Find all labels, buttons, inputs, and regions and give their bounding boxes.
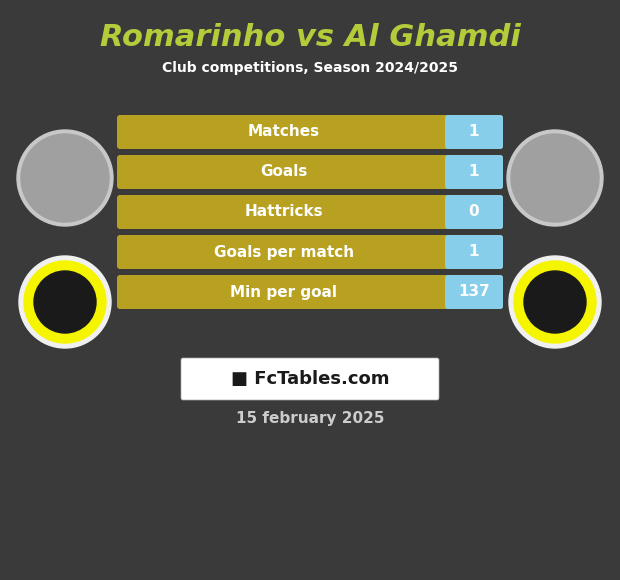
Circle shape — [507, 130, 603, 226]
FancyBboxPatch shape — [445, 195, 503, 229]
Text: Goals per match: Goals per match — [214, 245, 354, 259]
Text: 1: 1 — [469, 165, 479, 179]
Text: Romarinho vs Al Ghamdi: Romarinho vs Al Ghamdi — [100, 24, 520, 53]
Text: Club competitions, Season 2024/2025: Club competitions, Season 2024/2025 — [162, 61, 458, 75]
Text: Matches: Matches — [248, 125, 320, 140]
Circle shape — [21, 134, 109, 222]
Text: 1: 1 — [469, 245, 479, 259]
Circle shape — [17, 130, 113, 226]
Text: 15 february 2025: 15 february 2025 — [236, 411, 384, 426]
Circle shape — [511, 134, 599, 222]
FancyBboxPatch shape — [445, 235, 503, 269]
Text: 137: 137 — [458, 285, 490, 299]
Text: 0: 0 — [469, 205, 479, 219]
FancyBboxPatch shape — [117, 195, 503, 229]
Circle shape — [24, 261, 106, 343]
Circle shape — [19, 256, 111, 348]
Text: ■ FcTables.com: ■ FcTables.com — [231, 370, 389, 388]
FancyBboxPatch shape — [445, 275, 503, 309]
FancyBboxPatch shape — [117, 115, 503, 149]
FancyBboxPatch shape — [445, 115, 503, 149]
Text: Goals: Goals — [260, 165, 308, 179]
Circle shape — [34, 271, 96, 333]
Text: 1: 1 — [469, 125, 479, 140]
Text: Min per goal: Min per goal — [231, 285, 337, 299]
Circle shape — [514, 261, 596, 343]
Circle shape — [524, 271, 586, 333]
Circle shape — [509, 256, 601, 348]
FancyBboxPatch shape — [445, 155, 503, 189]
FancyBboxPatch shape — [117, 275, 503, 309]
FancyBboxPatch shape — [181, 358, 439, 400]
FancyBboxPatch shape — [117, 155, 503, 189]
Text: Hattricks: Hattricks — [245, 205, 323, 219]
FancyBboxPatch shape — [117, 235, 503, 269]
